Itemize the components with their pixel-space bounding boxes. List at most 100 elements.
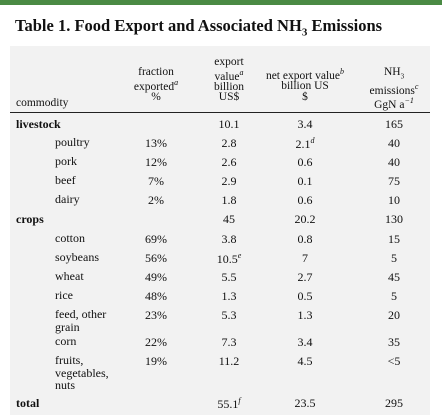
cell-export-value-value: 10.1 — [218, 117, 240, 131]
header-nh3-l2: emissionsc — [360, 81, 428, 97]
cell-net-export-value: 0.6 — [297, 193, 313, 207]
cell-fraction-value: 48% — [145, 289, 167, 303]
cell-export-value: 2.9 — [198, 174, 260, 189]
cell-net-export: 2.1d — [252, 136, 358, 152]
cell-net-export-value: 0.8 — [297, 232, 313, 246]
header-net-l3: $ — [302, 90, 308, 103]
cell-nh3-value: 5 — [391, 251, 397, 265]
table-row: poultry 13% 2.8 2.1d 40 — [10, 136, 430, 154]
title-text: Table 1. Food Export and Associated NH — [15, 16, 302, 35]
header-export-l3: billion — [213, 80, 245, 93]
footnote-c: c — [414, 81, 419, 91]
cell-net-export-value: 2.7 — [297, 270, 313, 284]
row-label: pork — [55, 154, 77, 168]
cell-nh3-value: 295 — [385, 396, 403, 410]
cell-fraction: 49% — [116, 270, 196, 285]
row-label-line: nuts — [55, 378, 76, 392]
row-label: corn — [55, 334, 77, 348]
cell-export-value-value: 11.2 — [218, 354, 240, 368]
row-label: poultry — [55, 135, 90, 149]
cell-net-export: 23.5 — [252, 396, 358, 411]
cell-net-export-value: 3.4 — [297, 117, 313, 131]
header-net-l2: billion US — [281, 80, 329, 93]
cell-fraction: 7% — [116, 174, 196, 189]
header-nh3-l3-text: GgN a — [374, 98, 405, 111]
row-label-line: vegetables, — [55, 365, 109, 380]
cell-net-export: 2.7 — [252, 270, 358, 285]
cell-net-export: 7 — [252, 251, 358, 266]
cell-fraction: 56% — [116, 251, 196, 266]
header-nh3-l1-text: NH — [383, 66, 401, 78]
cell-net-export-value: 0.5 — [297, 289, 313, 303]
cell-net-export: 0.1 — [252, 174, 358, 189]
cell-fraction-value: 19% — [145, 354, 167, 368]
cell-net-export-value: 2.1 — [295, 137, 311, 151]
row-label: total — [16, 396, 40, 410]
cell-net-export: 20.2 — [252, 212, 358, 227]
cell-export-value-value: 1.3 — [221, 289, 237, 303]
cell-export-value: 2.8 — [198, 136, 260, 151]
cell-net-export-value: 1.3 — [297, 308, 313, 322]
cell-net-export: 1.3 — [252, 308, 358, 323]
header-export-value: export valuea billion US$ — [198, 57, 260, 103]
cell-export-value: 3.8 — [198, 232, 260, 247]
cell-nh3-value: 35 — [388, 335, 400, 349]
cell-export-value: 55.1f — [198, 396, 260, 412]
header-net-l1-text: net export value — [265, 69, 341, 82]
cell-nh3: 5 — [360, 289, 428, 304]
row-label: beef — [55, 173, 76, 187]
header-export-l2: valuea — [198, 67, 260, 83]
cell-export-value: 5.5 — [198, 270, 260, 285]
cell-net-export: 3.4 — [252, 335, 358, 350]
cell-nh3: 45 — [360, 270, 428, 285]
cell-nh3-value: 75 — [388, 174, 400, 188]
cell-net-export: 0.5 — [252, 289, 358, 304]
header-export-l4: US$ — [218, 91, 240, 104]
cell-export-value-value: 3.8 — [221, 232, 237, 246]
cell-fraction: 12% — [116, 155, 196, 170]
cell-nh3: 40 — [360, 155, 428, 170]
cell-export-value: 2.6 — [198, 155, 260, 170]
cell-nh3: 40 — [360, 136, 428, 151]
cell-nh3: 35 — [360, 335, 428, 350]
cell-export-value: 7.3 — [198, 335, 260, 350]
cell-nh3: <5 — [360, 354, 428, 369]
footnote-f: f — [238, 396, 241, 405]
row-label: dairy — [55, 192, 80, 206]
title-suffix: Emissions — [307, 16, 383, 35]
cell-export-value-value: 5.3 — [221, 308, 237, 322]
table-row: wheat 49% 5.5 2.7 45 — [10, 270, 430, 288]
footnote-d: d — [310, 136, 315, 145]
cell-nh3: 295 — [360, 396, 428, 411]
cell-export-value-value: 10.5 — [216, 252, 238, 266]
table-row: pork 12% 2.6 0.6 40 — [10, 155, 430, 173]
table-row: corn 22% 7.3 3.4 35 — [10, 335, 430, 353]
row-label-line: fruits, — [55, 353, 84, 367]
cell-net-export-value: 20.2 — [294, 212, 316, 226]
row-label: rice — [55, 288, 73, 302]
header-fraction-l2: exporteda — [116, 78, 196, 93]
cell-nh3-value: 10 — [388, 193, 400, 207]
footnote-a: a — [239, 67, 244, 77]
cell-nh3-value: 165 — [385, 117, 403, 131]
table-row: crops 45 20.2 130 — [10, 212, 430, 230]
cell-nh3-value: 15 — [388, 232, 400, 246]
cell-net-export: 4.5 — [252, 354, 358, 369]
cell-export-value-value: 2.6 — [221, 155, 237, 169]
row-label: wheat — [55, 269, 84, 283]
header-nh3-l3: GgN a−1 — [360, 96, 428, 111]
cell-nh3-value: 5 — [391, 289, 397, 303]
header-fraction-l1: fraction — [138, 66, 174, 78]
cell-fraction-value: 69% — [145, 232, 167, 246]
cell-fraction-value: 22% — [145, 335, 167, 349]
cell-fraction-value: 12% — [145, 155, 167, 169]
table-row: dairy 2% 1.8 0.6 10 — [10, 193, 430, 211]
cell-fraction: 69% — [116, 232, 196, 247]
cell-nh3-value: 45 — [388, 270, 400, 284]
cell-nh3: 75 — [360, 174, 428, 189]
row-label: soybeans — [55, 250, 99, 264]
cell-export-value: 10.1 — [198, 117, 260, 132]
cell-export-value: 1.8 — [198, 193, 260, 208]
top-accent-bar — [0, 0, 442, 5]
cell-fraction-value: 13% — [145, 136, 167, 150]
